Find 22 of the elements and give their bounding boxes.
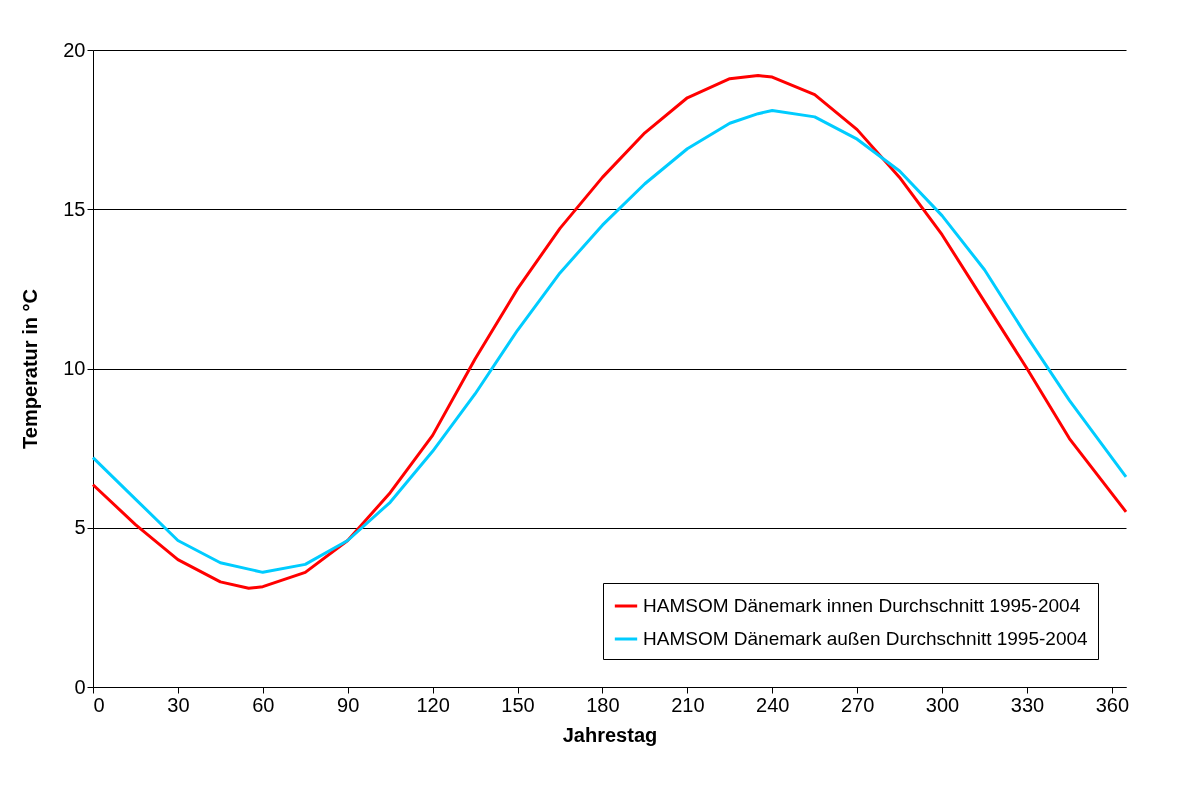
y-axis-title: Temperatur in °C bbox=[19, 289, 42, 449]
y-tick-label: 15 bbox=[63, 197, 86, 220]
legend-label: HAMSOM Dänemark innen Durchschnitt 1995-2004 bbox=[643, 595, 1081, 616]
x-tick-label: 60 bbox=[252, 693, 275, 716]
x-tick-label: 150 bbox=[501, 693, 535, 716]
y-tick-label: 0 bbox=[74, 675, 86, 698]
legend-label: HAMSOM Dänemark außen Durchschnitt 1995-2004 bbox=[643, 628, 1089, 649]
x-tick-label: 300 bbox=[925, 693, 960, 716]
x-tick-label: 360 bbox=[1095, 693, 1130, 716]
x-tick-label: 120 bbox=[416, 693, 450, 716]
x-tick-label: 30 bbox=[167, 693, 190, 716]
x-tick-label: 240 bbox=[756, 693, 790, 716]
x-axis-title: Jahrestag bbox=[562, 723, 658, 746]
x-tick-label: 90 bbox=[337, 693, 360, 716]
x-tick-label: 0 bbox=[93, 693, 105, 716]
x-tick-label: 180 bbox=[586, 693, 620, 716]
x-tick-label: 270 bbox=[840, 693, 875, 716]
y-tick-label: 20 bbox=[63, 38, 86, 61]
y-tick-label: 5 bbox=[74, 516, 86, 539]
x-tick-label: 210 bbox=[671, 693, 705, 716]
y-tick-label: 10 bbox=[63, 357, 86, 379]
x-tick-label: 330 bbox=[1010, 693, 1045, 716]
